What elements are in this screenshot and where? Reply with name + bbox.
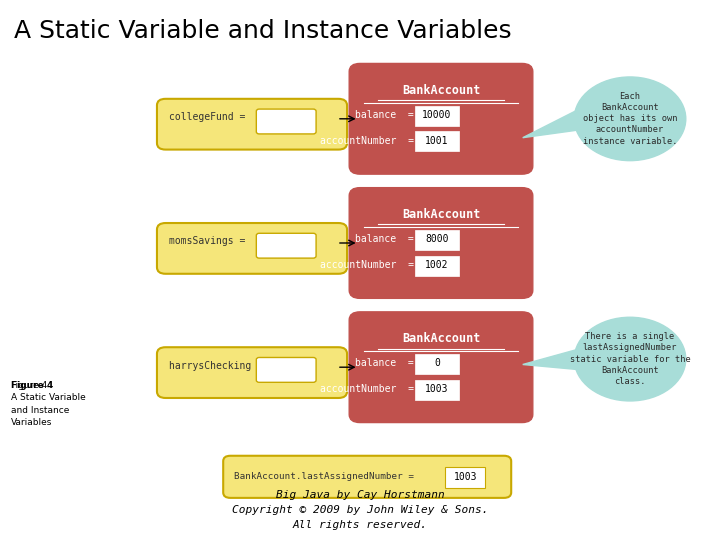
Text: momsSavings =: momsSavings = <box>169 237 246 246</box>
Ellipse shape <box>575 317 685 401</box>
FancyBboxPatch shape <box>415 230 459 249</box>
Text: Big Java by Cay Horstmann
Copyright © 2009 by John Wiley & Sons.
All rights rese: Big Java by Cay Horstmann Copyright © 20… <box>232 490 488 530</box>
Polygon shape <box>523 348 582 370</box>
Polygon shape <box>523 108 582 138</box>
FancyBboxPatch shape <box>415 106 459 126</box>
Text: accountNumber  =: accountNumber = <box>320 260 414 270</box>
FancyBboxPatch shape <box>157 99 347 150</box>
FancyBboxPatch shape <box>157 347 347 398</box>
FancyBboxPatch shape <box>256 357 316 382</box>
Text: harrysChecking =: harrysChecking = <box>169 361 264 370</box>
Text: There is a single
lastAssignedNumber
static variable for the
BankAccount
class.: There is a single lastAssignedNumber sta… <box>570 333 690 386</box>
Text: balance  =: balance = <box>355 110 414 120</box>
Text: Each
BankAccount
object has its own
accountNumber
instance variable.: Each BankAccount object has its own acco… <box>582 92 678 145</box>
Text: 8000: 8000 <box>426 234 449 244</box>
FancyBboxPatch shape <box>349 188 533 298</box>
FancyBboxPatch shape <box>157 223 347 274</box>
Text: accountNumber  =: accountNumber = <box>320 136 414 146</box>
Text: BankAccount: BankAccount <box>402 208 480 221</box>
Text: BankAccount.lastAssignedNumber =: BankAccount.lastAssignedNumber = <box>234 472 414 481</box>
FancyBboxPatch shape <box>256 233 316 258</box>
Ellipse shape <box>575 77 685 161</box>
FancyBboxPatch shape <box>445 467 485 488</box>
FancyBboxPatch shape <box>223 456 511 498</box>
Text: 1002: 1002 <box>426 260 449 270</box>
FancyBboxPatch shape <box>415 354 459 374</box>
Text: 0: 0 <box>434 358 440 368</box>
Text: collegeFund =: collegeFund = <box>169 112 246 122</box>
Text: balance  =: balance = <box>355 358 414 368</box>
FancyBboxPatch shape <box>415 131 459 151</box>
Text: BankAccount: BankAccount <box>402 84 480 97</box>
FancyBboxPatch shape <box>415 380 459 400</box>
Text: balance  =: balance = <box>355 234 414 244</box>
Text: Figure 4
A Static Variable
and Instance
Variables: Figure 4 A Static Variable and Instance … <box>11 381 86 427</box>
FancyBboxPatch shape <box>256 109 316 134</box>
FancyBboxPatch shape <box>349 312 533 422</box>
Text: 1003: 1003 <box>454 472 477 482</box>
Text: 10000: 10000 <box>423 110 451 120</box>
Text: A Static Variable and Instance Variables: A Static Variable and Instance Variables <box>14 19 512 43</box>
Text: Figure 4: Figure 4 <box>11 381 53 390</box>
Text: accountNumber  =: accountNumber = <box>320 384 414 394</box>
FancyBboxPatch shape <box>415 255 459 275</box>
Text: 1003: 1003 <box>426 384 449 394</box>
Text: 1001: 1001 <box>426 136 449 146</box>
Text: BankAccount: BankAccount <box>402 332 480 346</box>
FancyBboxPatch shape <box>349 64 533 174</box>
